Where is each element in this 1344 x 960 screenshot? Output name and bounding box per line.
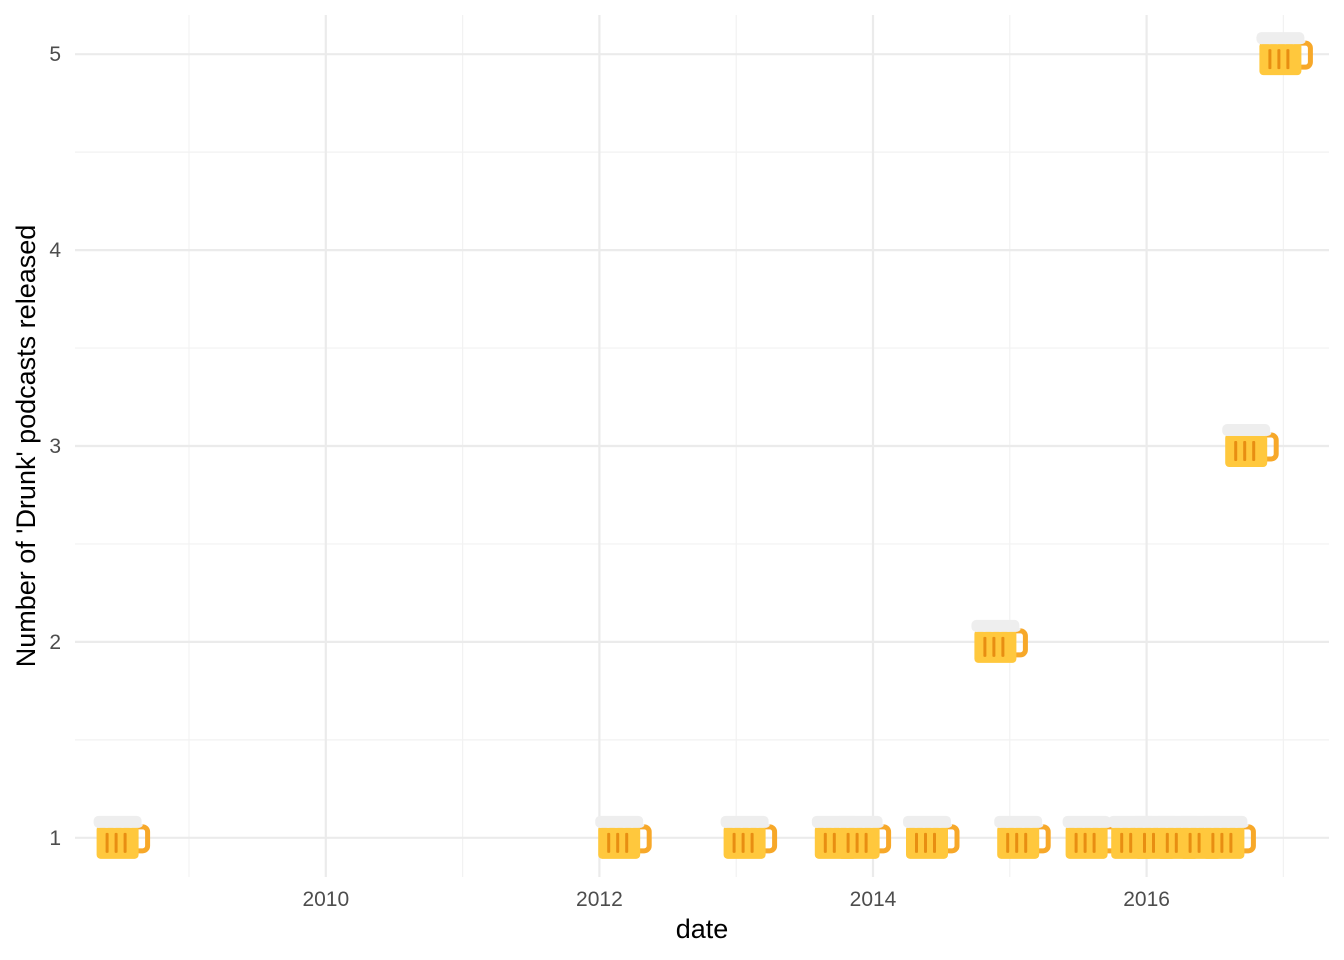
beer-mug-point [1199, 815, 1256, 859]
x-tick-label: 2012 [576, 888, 623, 911]
beer-mug-point [1222, 424, 1279, 467]
grid-lines [75, 15, 1329, 877]
y-tick-label: 5 [49, 43, 61, 66]
x-axis-title: date [676, 914, 729, 944]
beer-mug-point [1062, 815, 1120, 859]
y-tick-label: 3 [49, 435, 61, 458]
x-tick-label: 2014 [850, 888, 897, 911]
beer-mug-point [720, 815, 778, 859]
x-tick-label: 2016 [1123, 888, 1170, 911]
y-tick-label: 4 [49, 239, 61, 262]
y-axis-title: Number of 'Drunk' podcasts released [11, 225, 41, 668]
beer-mug-point [903, 815, 960, 859]
y-axis-ticks: 1 2 3 4 5 [49, 43, 61, 850]
x-tick-label: 2010 [302, 888, 349, 911]
beer-mug-point [595, 815, 652, 859]
beer-mug-point [93, 815, 151, 859]
beer-mug-point [1256, 32, 1313, 76]
beer-mug-point [834, 815, 892, 859]
beer-mug-point [971, 619, 1028, 663]
x-axis-ticks: 2010 2012 2014 2016 [302, 888, 1170, 911]
y-tick-label: 1 [49, 827, 61, 850]
beer-mug-point [994, 815, 1051, 859]
data-points [93, 32, 1313, 859]
y-tick-label: 2 [49, 631, 61, 654]
